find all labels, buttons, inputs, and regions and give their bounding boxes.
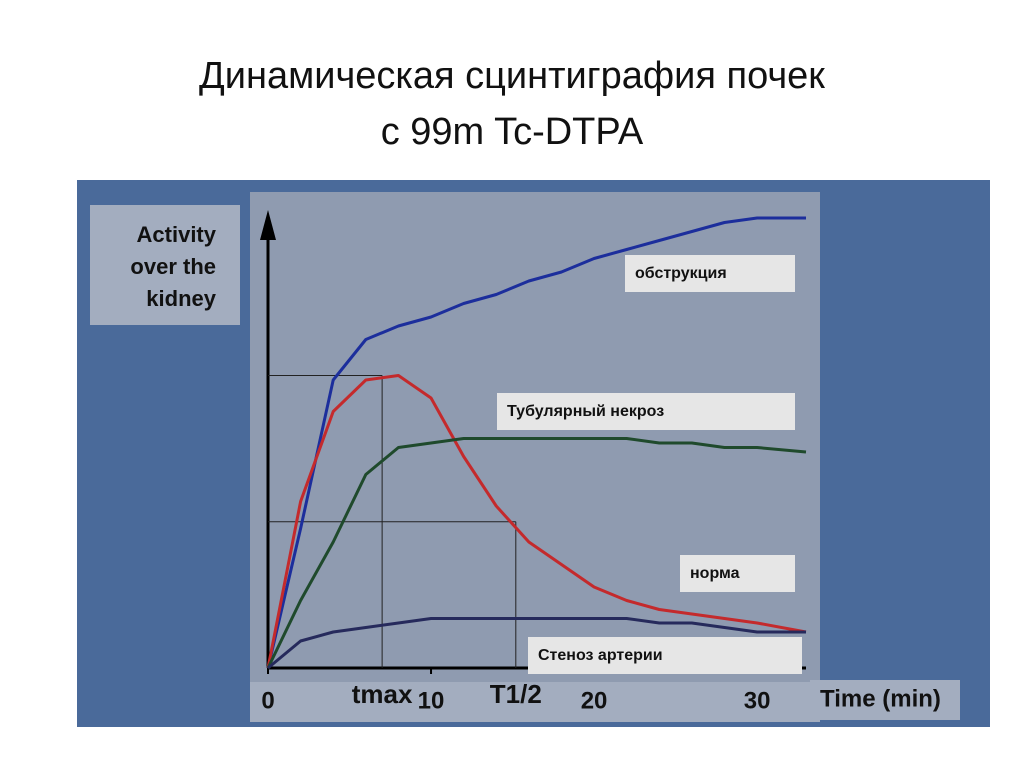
legend-box bbox=[680, 555, 795, 592]
y-axis-label: Activity bbox=[137, 222, 217, 247]
y-axis-arrow bbox=[260, 210, 276, 240]
legend-label: Тубулярный некроз bbox=[507, 403, 664, 420]
y-axis-label: kidney bbox=[146, 286, 216, 311]
label-background bbox=[810, 680, 960, 720]
annotation: tmax bbox=[352, 679, 413, 709]
legend-box bbox=[497, 393, 795, 430]
slide-title: Динамическая сцинтиграфия почек с 99m Tc… bbox=[199, 55, 825, 153]
legend-box bbox=[625, 255, 795, 292]
x-tick-label: 30 bbox=[744, 687, 771, 714]
annotation: T1/2 bbox=[490, 679, 542, 709]
legend-label: обструкция bbox=[635, 265, 727, 282]
series-line bbox=[266, 374, 807, 669]
x-tick-label: 0 bbox=[261, 687, 274, 714]
x-axis-label: Time (min) bbox=[820, 685, 941, 712]
legend-label: Стеноз артерии bbox=[538, 647, 663, 664]
label-background bbox=[90, 205, 240, 325]
series-line bbox=[266, 437, 807, 669]
x-tick-label: 10 bbox=[418, 687, 445, 714]
series-line bbox=[266, 216, 806, 669]
y-axis-label: over the bbox=[130, 254, 216, 279]
x-tick-label: 20 bbox=[581, 687, 608, 714]
series-line bbox=[267, 617, 806, 670]
legend-label: норма bbox=[690, 565, 740, 582]
legend-box bbox=[528, 637, 802, 674]
label-background bbox=[250, 682, 820, 722]
